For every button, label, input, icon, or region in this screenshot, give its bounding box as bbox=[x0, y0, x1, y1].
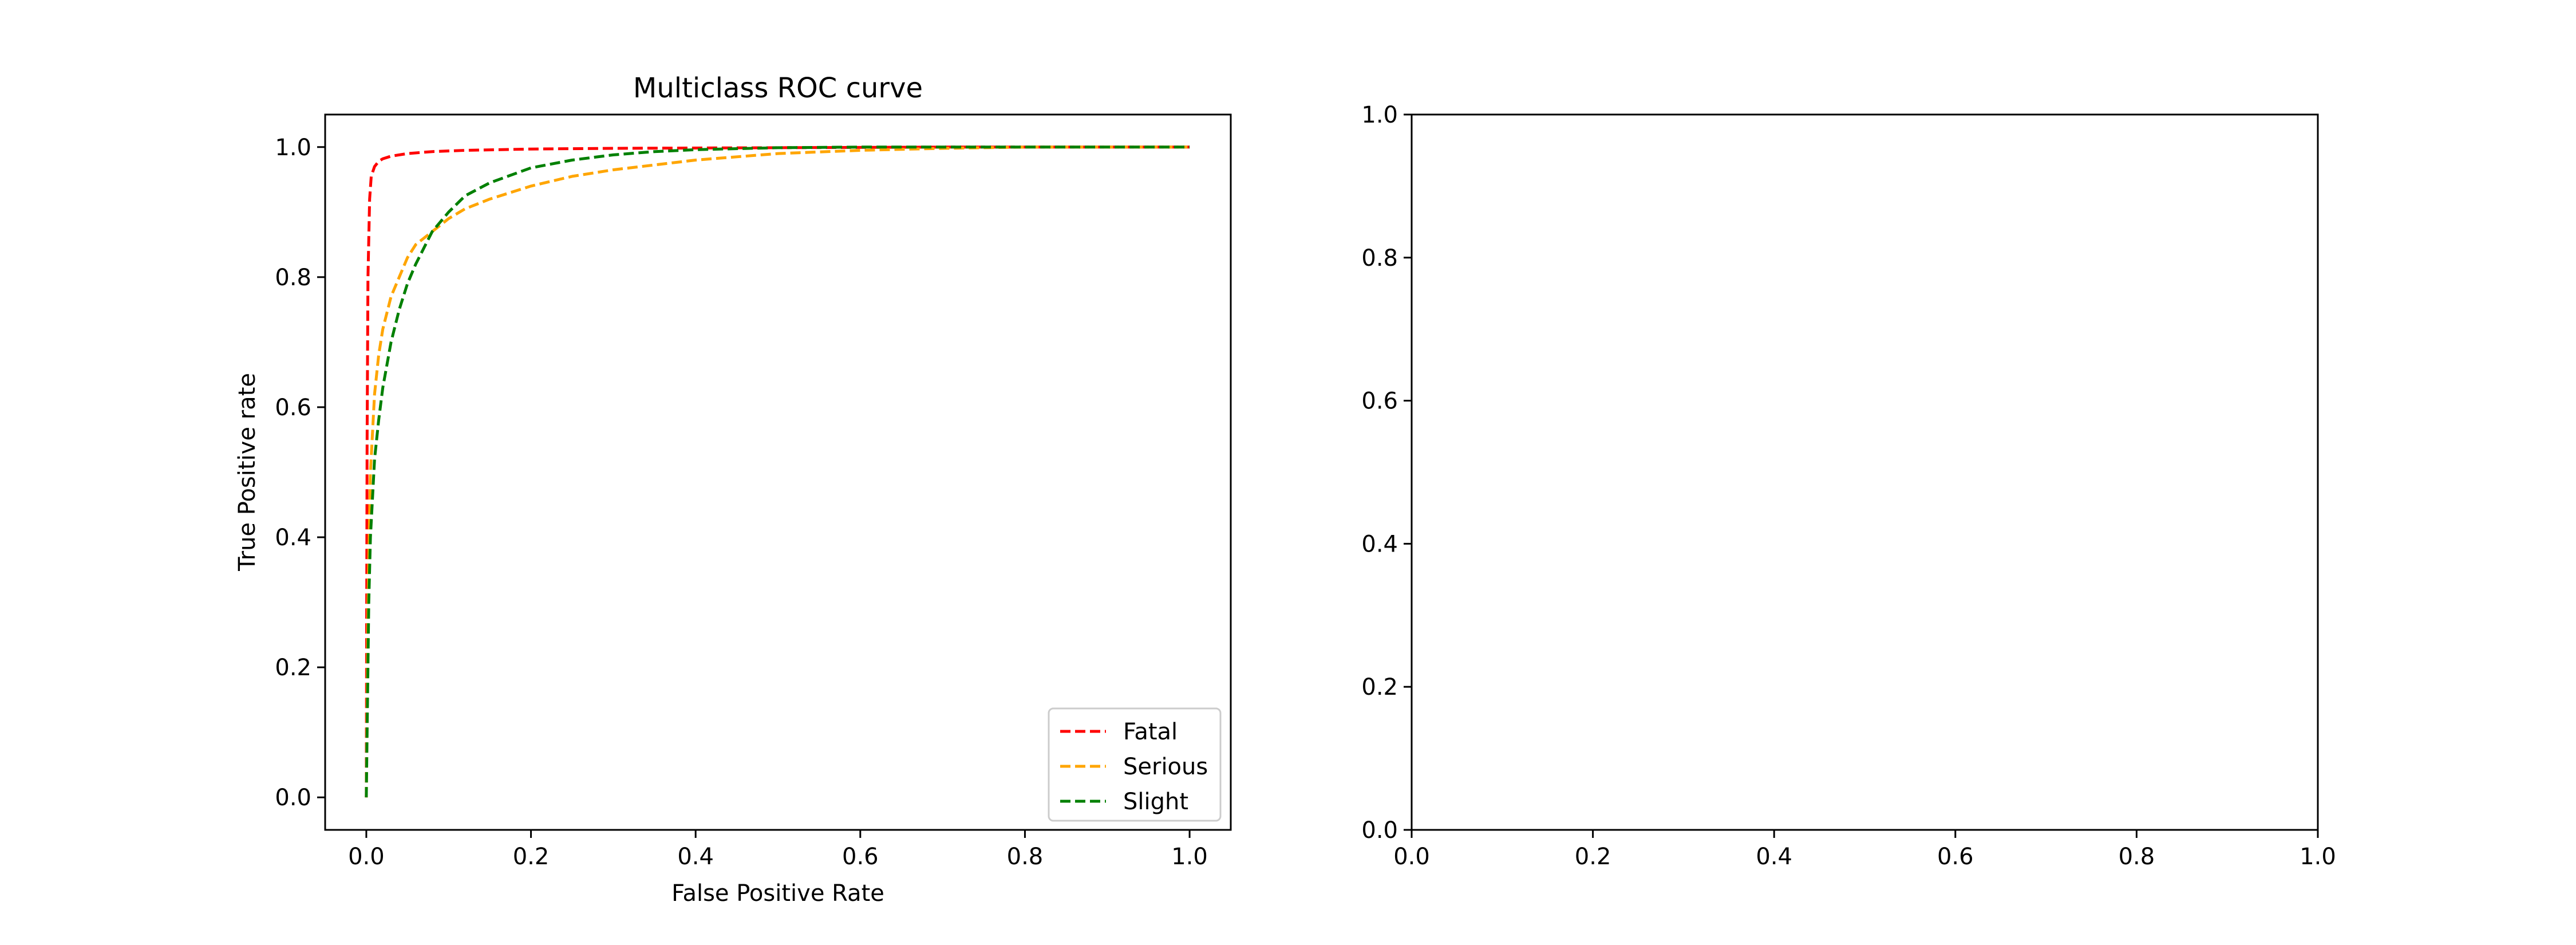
y-tick-label: 1.0 bbox=[275, 135, 311, 161]
y-tick-label: 1.0 bbox=[1361, 102, 1398, 128]
y-axis-label: True Positive rate bbox=[234, 373, 260, 572]
plot-frame bbox=[1411, 113, 2319, 831]
y-tick-label: 0.0 bbox=[1361, 817, 1398, 844]
y-tick-label: 0.2 bbox=[1361, 674, 1398, 700]
chart-empty-ticks: 0.0 0.2 0.4 0.6 0.8 1.0 0.0 0.2 0.4 0.6 0.8 1.0 bbox=[1361, 102, 2336, 870]
y-tick-label: 0.2 bbox=[275, 655, 311, 681]
x-tick-label: 0.4 bbox=[1756, 844, 1792, 870]
series-line-serious bbox=[365, 145, 1190, 798]
x-tick-label: 0.2 bbox=[513, 844, 550, 870]
chart-roc: Multiclass ROC curve 0.0 0.2 0.4 0.6 0.8 1.00… bbox=[234, 72, 1232, 907]
chart-roc-lines bbox=[365, 145, 1190, 798]
legend-frame bbox=[1048, 707, 1222, 822]
legend-label: Serious bbox=[1123, 754, 1208, 780]
x-axis-label: False Positive Rate bbox=[671, 880, 884, 907]
x-tick-label: 1.0 bbox=[2300, 844, 2336, 870]
legend-label: Slight bbox=[1123, 789, 1188, 815]
y-tick-label: 0.8 bbox=[1361, 245, 1398, 271]
legend-label: Fatal bbox=[1123, 719, 1178, 745]
y-tick-label: 0.4 bbox=[275, 525, 311, 551]
x-tick-label: 0.8 bbox=[2119, 844, 2155, 870]
x-tick-label: 0.0 bbox=[1393, 844, 1430, 870]
x-tick-label: 0.0 bbox=[348, 844, 385, 870]
plot-frame bbox=[324, 113, 1232, 831]
series-line-fatal bbox=[365, 145, 1190, 798]
chart-roc-ticks: 0.0 0.2 0.4 0.6 0.8 1.0 0.0 0.2 0.4 0.6 0.8 1.0 bbox=[275, 135, 1208, 870]
y-tick-label: 0.6 bbox=[275, 395, 311, 421]
y-tick-label: 0.8 bbox=[275, 265, 311, 291]
x-tick-label: 0.4 bbox=[677, 844, 714, 870]
chart-title: Multiclass ROC curve bbox=[633, 72, 923, 104]
x-tick-label: 0.8 bbox=[1007, 844, 1044, 870]
x-tick-label: 0.6 bbox=[842, 844, 879, 870]
legend: Fatal Serious Slight bbox=[1048, 707, 1222, 822]
x-tick-label: 1.0 bbox=[1171, 844, 1208, 870]
series-line-slight bbox=[365, 145, 1190, 798]
x-tick-label: 0.2 bbox=[1575, 844, 1611, 870]
y-tick-label: 0.4 bbox=[1361, 531, 1398, 557]
chart-empty: 0.0 0.2 0.4 0.6 0.8 1.0 0.0 0.2 0.4 0.6 0.8 1.0 bbox=[1361, 102, 2336, 870]
x-tick-label: 0.6 bbox=[1937, 844, 1974, 870]
y-tick-label: 0.0 bbox=[275, 785, 311, 811]
y-tick-label: 0.6 bbox=[1361, 388, 1398, 415]
